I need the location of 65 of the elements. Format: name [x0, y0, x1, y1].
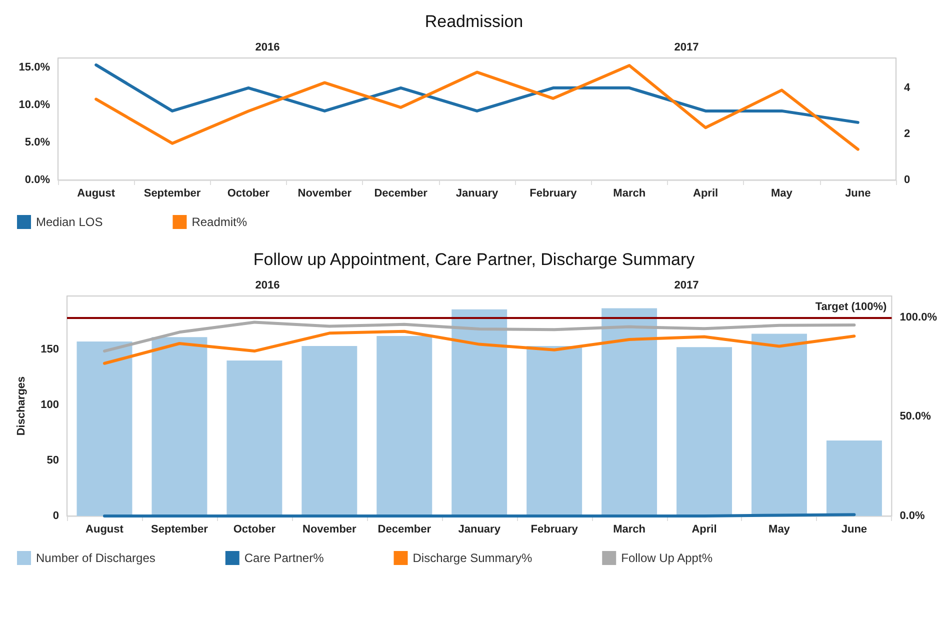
- x-tick-label: February: [530, 188, 578, 200]
- x-tick-label: September: [144, 188, 202, 200]
- bar: [526, 346, 582, 516]
- y-tick-label: 50: [46, 454, 59, 466]
- x-tick-label: November: [298, 188, 352, 200]
- text: 2016: [255, 280, 280, 292]
- bar: [376, 336, 432, 516]
- x-tick-label: March: [613, 524, 646, 536]
- y-tick-label: 5.0%: [24, 136, 50, 149]
- bar: [826, 440, 882, 516]
- chart-title: Readmission: [424, 12, 524, 31]
- bar: [152, 337, 208, 516]
- bar: [452, 309, 508, 516]
- x-tick-label: August: [77, 188, 116, 200]
- x-tick-label: October: [233, 524, 276, 536]
- y-tick-label: 0: [52, 510, 59, 522]
- text: 2017: [674, 280, 699, 292]
- line-series: [102, 330, 856, 365]
- x-tick-label: December: [378, 524, 432, 536]
- y2-tick-label: 50.0%: [900, 410, 932, 423]
- bar: [602, 308, 658, 516]
- x-tick-label: April: [692, 524, 717, 536]
- y-tick-label: 15.0%: [18, 62, 50, 74]
- x-tick-label: May: [771, 188, 794, 200]
- text: 2017: [674, 42, 699, 54]
- bar: [76, 342, 132, 516]
- x-tick-label: August: [86, 524, 124, 536]
- y2-tick-label: 2: [904, 128, 910, 140]
- y-tick-label: 10.0%: [18, 99, 50, 112]
- bar: [676, 347, 732, 516]
- bar: [226, 360, 282, 516]
- x-tick-label: January: [456, 188, 499, 200]
- y-tick-label: 150: [40, 343, 59, 356]
- y-tick-label: 100: [40, 398, 59, 411]
- line-series: [94, 64, 860, 151]
- x-tick-label: March: [613, 188, 646, 200]
- x-tick-label: November: [302, 524, 358, 536]
- x-tick-label: May: [768, 524, 791, 536]
- legend-label: Number of Discharges: [36, 551, 156, 565]
- x-tick-label: January: [458, 524, 502, 536]
- line-series: [102, 320, 856, 353]
- x-tick-label: February: [530, 524, 579, 536]
- text: 2016: [255, 42, 280, 54]
- x-tick-label: September: [151, 524, 209, 536]
- x-tick-label: October: [227, 188, 270, 200]
- legend-label: Median LOS: [36, 215, 103, 229]
- y-axis-title: Discharges: [16, 376, 28, 436]
- ref-line-label: Target (100%): [815, 300, 888, 313]
- x-tick-label: April: [693, 188, 718, 200]
- legend-label: Discharge Summary%: [412, 551, 532, 565]
- legend-label: Follow Up Appt%: [621, 551, 713, 565]
- legend-label: Readmit%: [192, 215, 248, 229]
- chart-title: Follow up Appointment, Care Partner, Discharge Summary: [253, 250, 696, 269]
- y2-tick-label: 100.0%: [900, 311, 938, 324]
- y-tick-label: 0.0%: [24, 174, 50, 186]
- x-tick-label: June: [845, 188, 871, 200]
- bar: [751, 334, 807, 516]
- y2-tick-label: 4: [904, 82, 911, 94]
- x-tick-label: December: [374, 188, 428, 200]
- y2-tick-label: 0: [904, 174, 910, 186]
- x-tick-label: June: [841, 524, 868, 536]
- legend-label: Care Partner%: [244, 551, 324, 565]
- line-series: [94, 63, 860, 124]
- bar: [302, 346, 358, 516]
- y2-tick-label: 0.0%: [900, 510, 925, 522]
